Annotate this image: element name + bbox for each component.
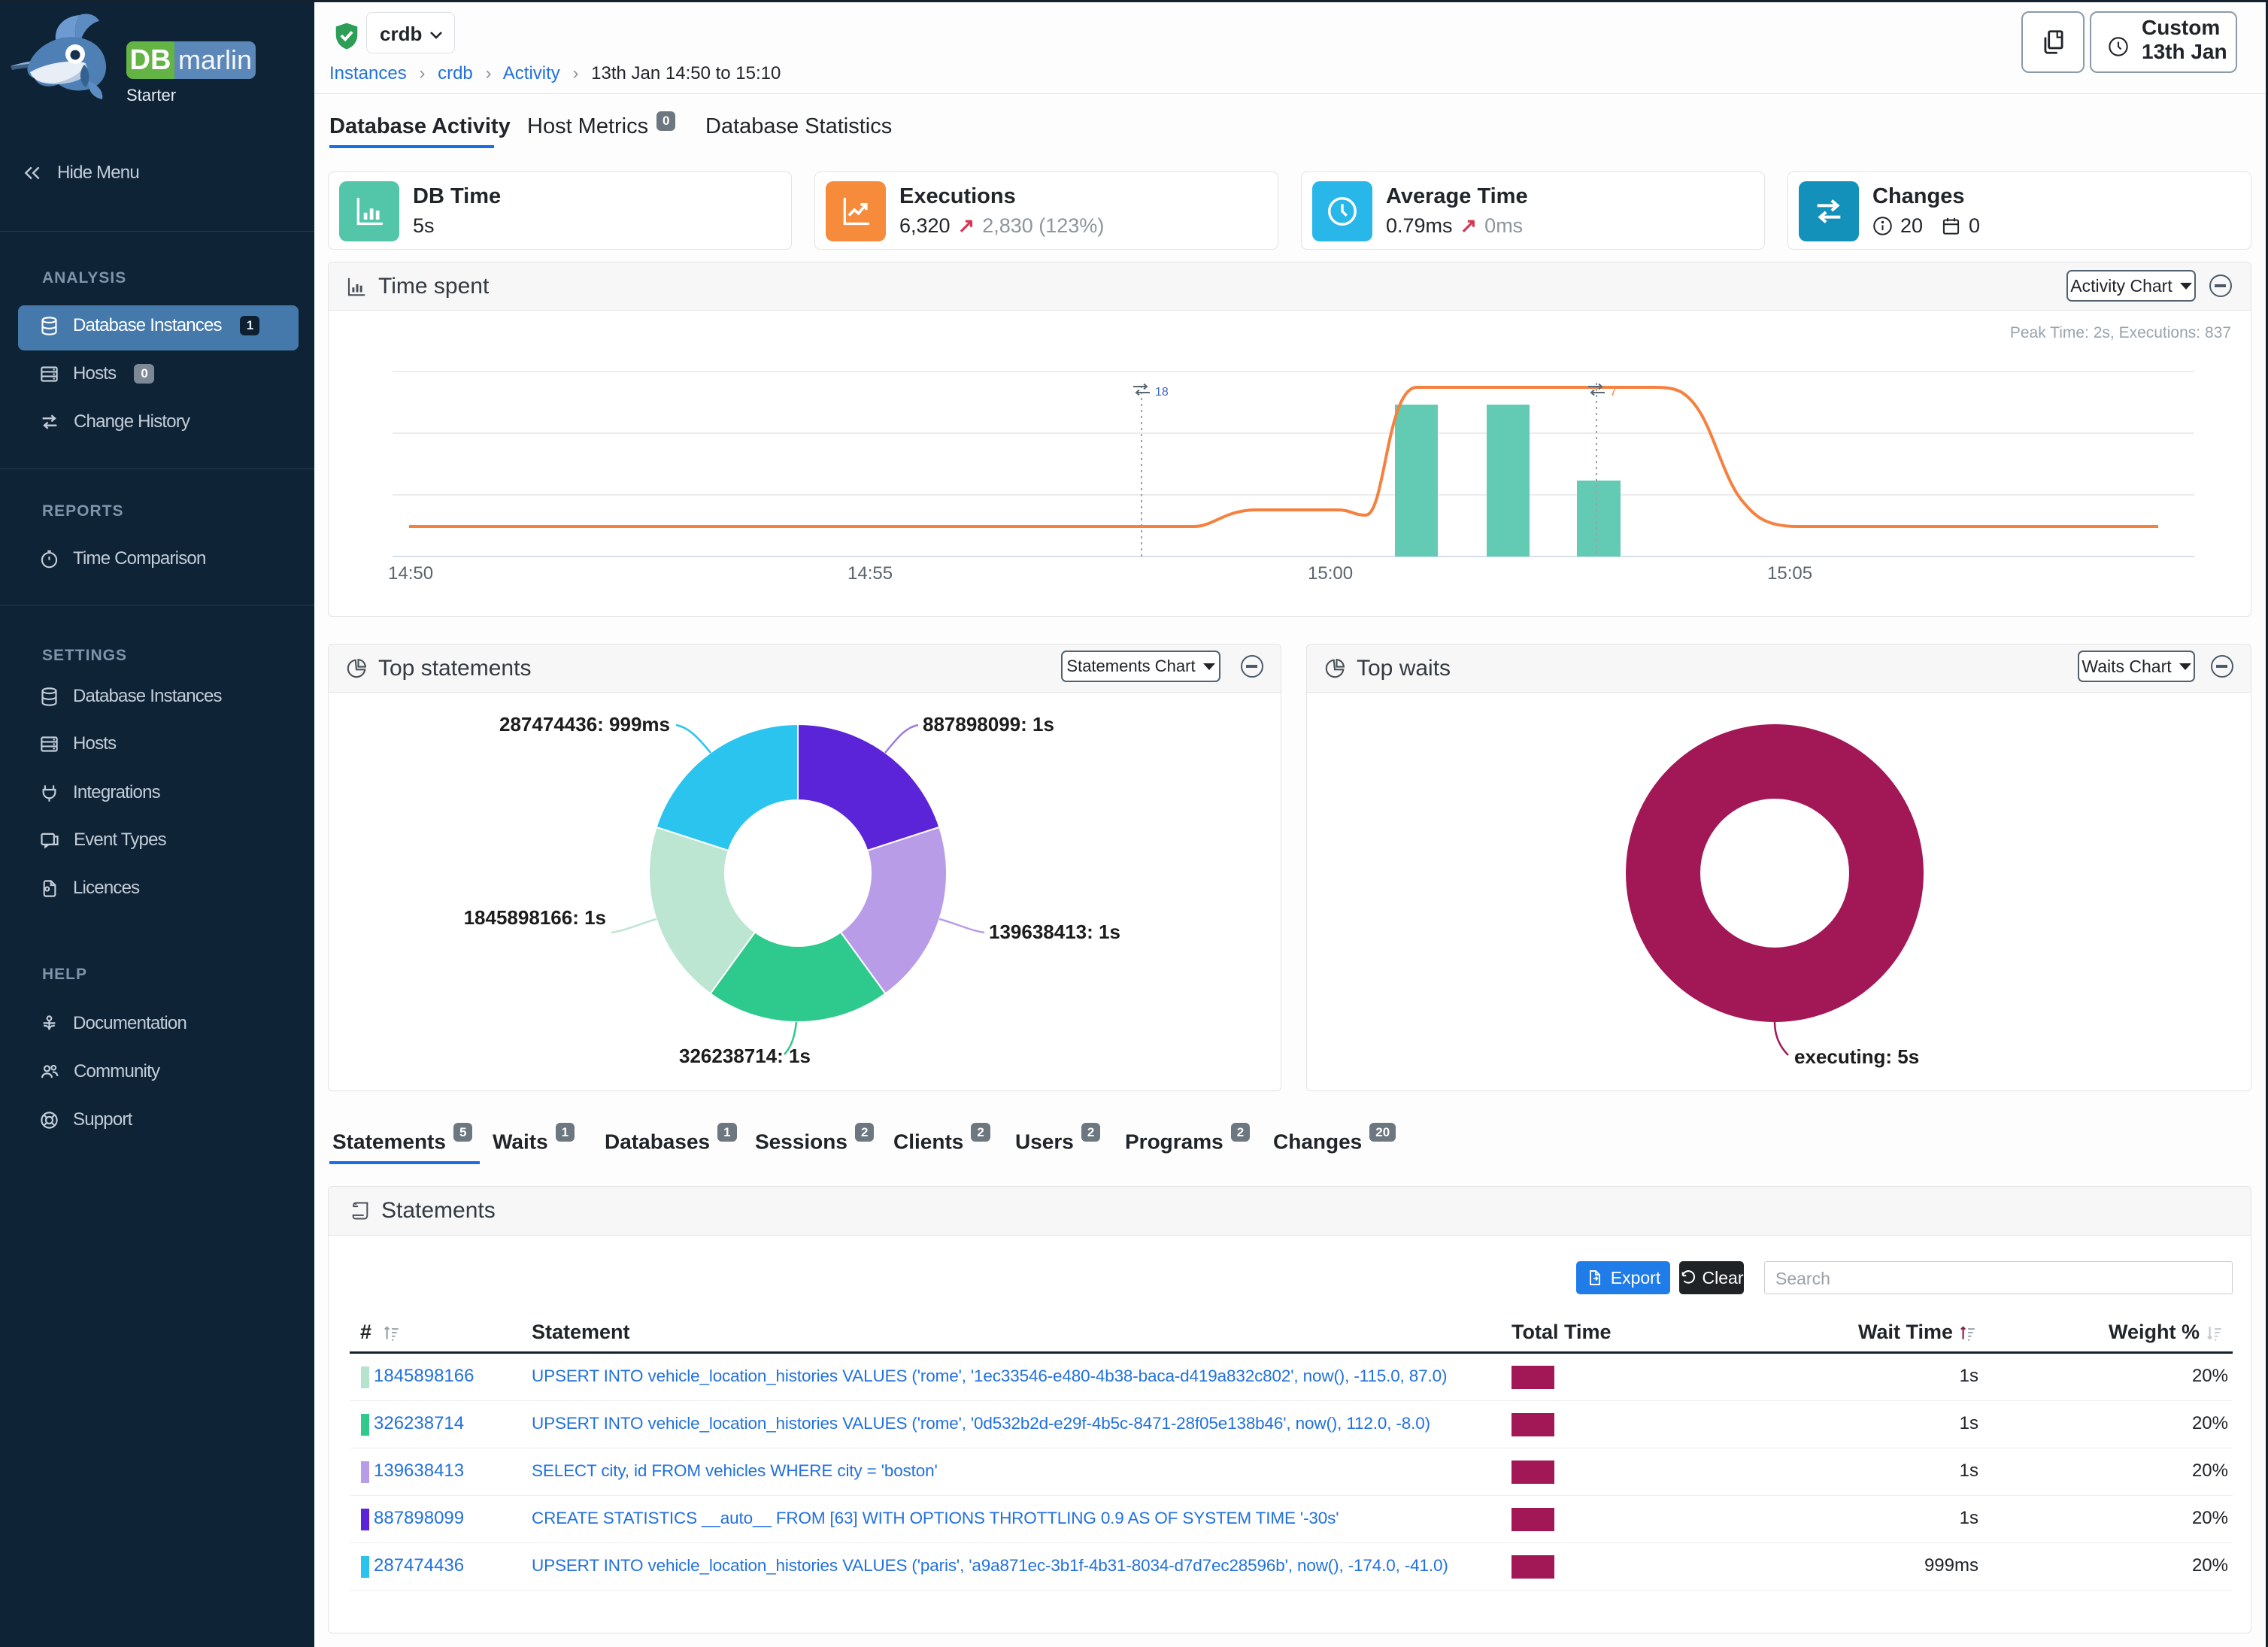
svg-text:887898099: 1s: 887898099: 1s xyxy=(923,713,1054,736)
svg-text:139638413: 1s: 139638413: 1s xyxy=(989,921,1120,943)
svg-text:1845898166: 1s: 1845898166: 1s xyxy=(464,906,606,929)
svg-text:15:00: 15:00 xyxy=(1308,563,1353,584)
svg-text:287474436: 999ms: 287474436: 999ms xyxy=(499,713,670,736)
svg-text:326238714: 1s: 326238714: 1s xyxy=(679,1045,811,1067)
svg-text:7: 7 xyxy=(1610,386,1617,399)
svg-text:14:50: 14:50 xyxy=(388,563,433,584)
svg-text:executing: 5s: executing: 5s xyxy=(1794,1045,1919,1068)
svg-text:15:05: 15:05 xyxy=(1767,563,1812,584)
svg-text:14:55: 14:55 xyxy=(847,563,893,584)
svg-text:18: 18 xyxy=(1155,386,1169,399)
